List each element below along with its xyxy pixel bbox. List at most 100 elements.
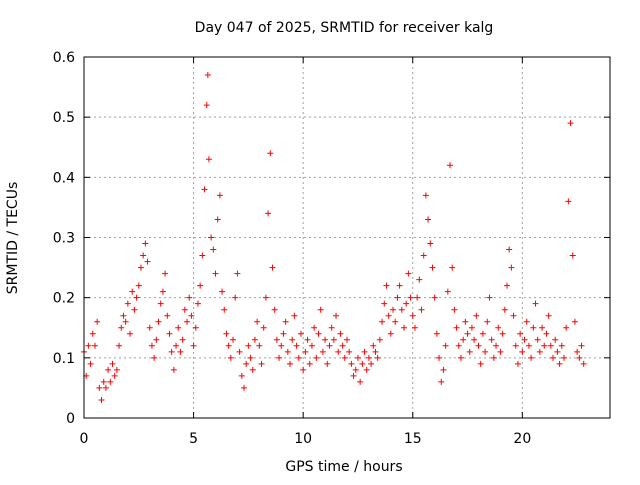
data-point (368, 360, 375, 367)
x-tick-label: 20 (513, 431, 531, 447)
data-point (140, 252, 147, 259)
data-point (550, 354, 557, 361)
data-point (234, 270, 241, 277)
data-point (545, 312, 552, 319)
data-point (311, 324, 318, 331)
data-point (493, 342, 500, 349)
data-point (341, 354, 348, 361)
data-point (387, 330, 394, 337)
data-point (385, 312, 392, 319)
data-point (580, 360, 587, 367)
data-point (271, 306, 278, 313)
data-point (490, 354, 497, 361)
data-point (324, 360, 331, 367)
data-point (146, 324, 153, 331)
data-point (543, 330, 550, 337)
data-point (267, 150, 274, 157)
data-point (431, 294, 438, 301)
data-point (326, 342, 333, 349)
data-point (484, 318, 491, 325)
data-point (541, 342, 548, 349)
data-point (276, 354, 283, 361)
data-point (133, 294, 140, 301)
data-point (240, 384, 247, 391)
data-point (460, 336, 467, 343)
data-point (273, 336, 280, 343)
data-point (245, 342, 252, 349)
data-point (192, 324, 199, 331)
data-point (539, 324, 546, 331)
data-point (109, 360, 116, 367)
data-point (571, 318, 578, 325)
data-point (517, 330, 524, 337)
data-point (249, 366, 256, 373)
data-point (337, 330, 344, 337)
data-point (91, 342, 98, 349)
data-point (335, 348, 342, 355)
data-point (497, 348, 504, 355)
data-point (390, 306, 397, 313)
y-tick-label: 0.3 (53, 231, 75, 247)
data-point (144, 258, 151, 265)
data-point (155, 318, 162, 325)
data-point (447, 162, 454, 169)
data-point (105, 366, 112, 373)
data-point (455, 342, 462, 349)
data-point (243, 360, 250, 367)
data-point (302, 348, 309, 355)
data-point (186, 294, 193, 301)
data-point (514, 360, 521, 367)
data-point (319, 348, 326, 355)
data-point (116, 342, 123, 349)
data-point (214, 216, 221, 223)
data-point (420, 252, 427, 259)
data-point (528, 354, 535, 361)
data-point (552, 336, 559, 343)
data-point (427, 240, 434, 247)
data-point (398, 306, 405, 313)
data-point (297, 330, 304, 337)
data-point (306, 360, 313, 367)
axis-layer (83, 56, 611, 419)
data-point (107, 378, 114, 385)
data-point (372, 348, 379, 355)
data-point (523, 318, 530, 325)
data-point (223, 330, 230, 337)
data-point (471, 336, 478, 343)
data-point (405, 270, 412, 277)
data-point (199, 252, 206, 259)
data-point (488, 336, 495, 343)
data-point (576, 354, 583, 361)
data-point (411, 324, 418, 331)
data-point (256, 342, 263, 349)
data-point (308, 342, 315, 349)
data-point (536, 348, 543, 355)
data-point (530, 324, 537, 331)
data-point (251, 336, 258, 343)
data-point (574, 348, 581, 355)
data-point (344, 336, 350, 343)
data-point (578, 342, 585, 349)
data-point (534, 336, 541, 343)
data-point (418, 306, 425, 313)
data-point (370, 342, 377, 349)
data-point (409, 312, 416, 319)
data-point (204, 72, 211, 79)
data-point (560, 354, 567, 361)
data-point (216, 192, 223, 199)
data-point (381, 300, 388, 307)
x-axis-label: GPS time / hours (285, 459, 402, 475)
data-point (425, 216, 432, 223)
plot-frame (83, 56, 611, 419)
data-point (363, 366, 370, 373)
data-point (258, 360, 265, 367)
chart-title: Day 047 of 2025, SRMTID for receiver kal… (195, 20, 494, 36)
data-point (177, 348, 184, 355)
data-point (512, 342, 519, 349)
data-point (464, 330, 471, 337)
data-point (87, 360, 94, 367)
data-point (238, 372, 245, 379)
data-point (113, 366, 120, 373)
data-point (300, 366, 307, 373)
data-point (236, 348, 243, 355)
